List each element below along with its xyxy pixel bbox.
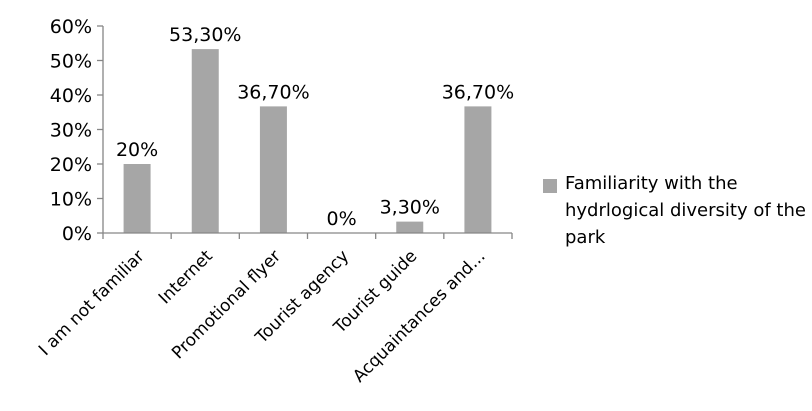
data-label: 36,70% [442,81,514,103]
y-tick-label: 20% [50,154,92,176]
category-label: Internet [155,246,217,308]
bar [123,164,151,233]
y-tick-label: 10% [50,189,92,211]
data-labels: 20% 53,30% 36,70% 0% 3,30% 36,70% [116,24,514,230]
data-label: 36,70% [237,81,309,103]
bar [191,49,219,233]
data-label: 53,30% [169,24,241,46]
bars [123,49,492,233]
y-tick-label: 0% [62,223,92,245]
category-label: I am not familiar [35,246,149,360]
data-label: 20% [116,139,158,161]
y-tick-label: 50% [50,51,92,73]
legend: Familiarity with the hydrlogical diversi… [543,170,808,251]
data-label: 3,30% [380,197,440,219]
y-tick-label: 60% [50,16,92,38]
y-tick-label: 40% [50,85,92,107]
y-axis: 0% 10% 20% 30% 40% 50% 60% [50,16,104,245]
bar [259,106,287,233]
bar [396,221,424,233]
bar [464,106,492,233]
category-label: Acquaintances and... [349,246,489,386]
y-tick-label: 30% [50,120,92,142]
legend-label: Familiarity with the hydrlogical diversi… [565,173,806,248]
data-label: 0% [327,208,357,230]
legend-swatch [543,179,557,193]
